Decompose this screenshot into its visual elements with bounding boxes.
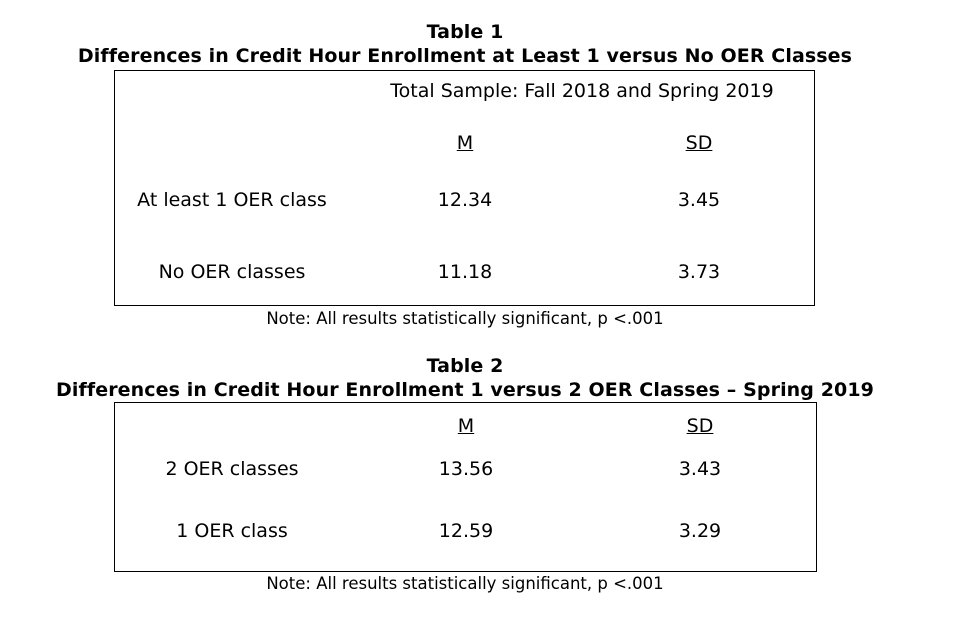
table2-row-m: 12.59 — [438, 520, 494, 542]
table2-header-m: M — [457, 415, 475, 437]
table1-row-m: 11.18 — [437, 261, 493, 283]
table2-row-label: 1 OER class — [176, 520, 288, 542]
table2-row-sd: 3.43 — [678, 458, 722, 480]
table2-row-m: 13.56 — [438, 458, 494, 480]
table1-header-m: M — [456, 132, 474, 154]
table1-row-sd: 3.73 — [677, 261, 721, 283]
table2-title: Differences in Credit Hour Enrollment 1 … — [55, 379, 875, 401]
table1-row-label: No OER classes — [158, 261, 306, 283]
table2-header-sd: SD — [686, 415, 714, 437]
table1-row-m: 12.34 — [437, 189, 493, 211]
table2-box — [114, 402, 817, 572]
table1-row-sd: 3.45 — [677, 189, 721, 211]
table2-row-label: 2 OER classes — [165, 458, 299, 480]
table1-header-sd: SD — [685, 132, 713, 154]
table2-row-sd: 3.29 — [678, 520, 722, 542]
table2-label: Table 2 — [426, 355, 504, 377]
table2-note: Note: All results statistically signific… — [266, 574, 664, 593]
table1-subtitle: Total Sample: Fall 2018 and Spring 2019 — [390, 80, 774, 102]
table1-note: Note: All results statistically signific… — [266, 309, 664, 328]
table1-label: Table 1 — [426, 21, 504, 43]
table1-box — [114, 70, 815, 306]
table1-title: Differences in Credit Hour Enrollment at… — [77, 45, 853, 67]
table1-row-label: At least 1 OER class — [137, 189, 327, 211]
